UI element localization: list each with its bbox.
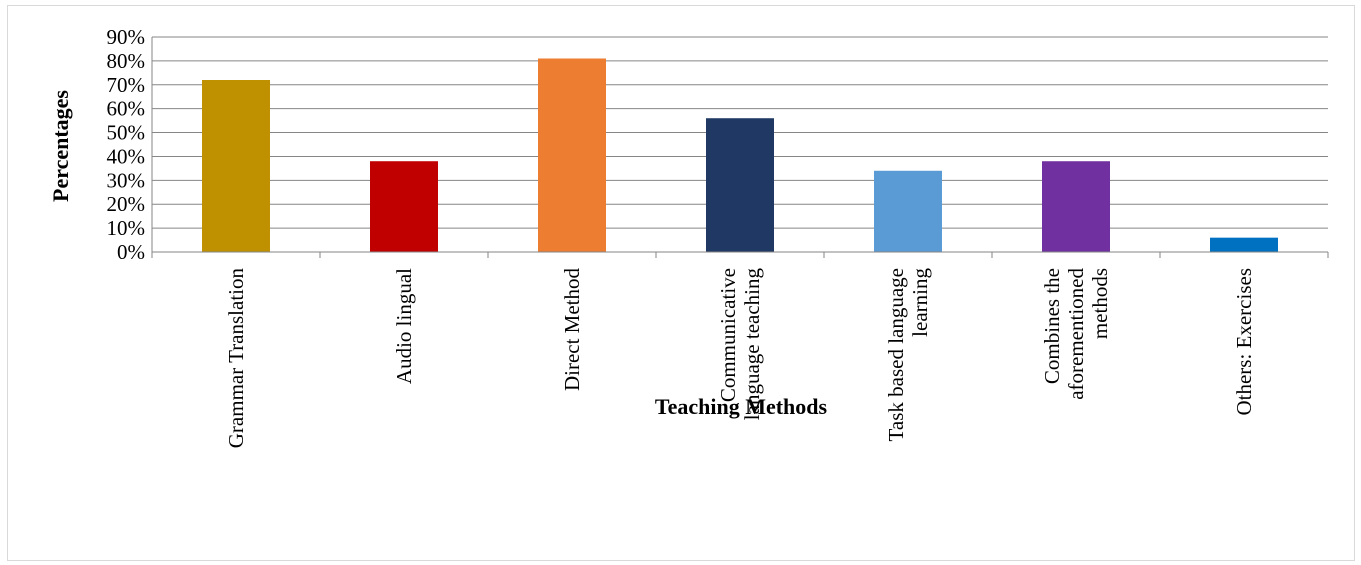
x-category-label: Grammar Translation: [224, 268, 248, 449]
y-tick-label: 20%: [107, 192, 146, 216]
category-label-line: aforementioned: [1064, 268, 1088, 400]
bar: [538, 58, 606, 252]
y-tick-label: 70%: [107, 73, 146, 97]
x-category-label: Communicativelanguage teaching: [716, 268, 764, 421]
bar: [874, 170, 942, 252]
x-category-label: Audio lingual: [392, 268, 416, 384]
bars: [202, 58, 1278, 252]
y-tick-label: 40%: [107, 144, 146, 168]
bar: [1042, 161, 1110, 252]
y-tick-label: 50%: [107, 121, 146, 145]
axes: [151, 37, 1329, 258]
x-category-label: Combines theaforementionedmethods: [1040, 268, 1112, 400]
category-label-line: Communicative: [716, 268, 740, 402]
bar: [706, 118, 774, 252]
y-tick-label: 90%: [107, 25, 146, 49]
category-label-line: Combines the: [1040, 268, 1064, 384]
y-tick-label: 0%: [117, 240, 145, 264]
category-label-line: Others: Exercises: [1232, 268, 1256, 416]
gridlines: [152, 36, 1328, 229]
y-axis-title: Percentages: [48, 90, 73, 202]
y-tick-labels: 0%10%20%30%40%50%60%70%80%90%: [107, 25, 146, 264]
x-axis-title: Teaching Methods: [655, 394, 828, 419]
y-tick-label: 30%: [107, 168, 146, 192]
x-category-label: Direct Method: [560, 268, 584, 392]
x-category-label: Task based languagelearning: [884, 268, 932, 442]
y-tick-label: 10%: [107, 216, 146, 240]
bar: [370, 161, 438, 252]
bar: [1210, 237, 1278, 252]
y-tick-label: 60%: [107, 97, 146, 121]
category-label-line: methods: [1088, 268, 1112, 339]
category-label-line: Task based language: [884, 268, 908, 441]
category-label-line: learning: [908, 268, 932, 337]
category-label-line: Direct Method: [560, 268, 584, 392]
x-category-labels: Grammar Translation Audio lingual Direct M…: [224, 268, 1256, 449]
y-tick-label: 80%: [107, 49, 146, 73]
category-label-line: Grammar Translation: [224, 268, 248, 449]
x-category-label: Others: Exercises: [1232, 268, 1256, 416]
category-label-line: language teaching: [740, 268, 764, 421]
category-label-line: Audio lingual: [392, 268, 416, 384]
bar: [202, 80, 270, 252]
